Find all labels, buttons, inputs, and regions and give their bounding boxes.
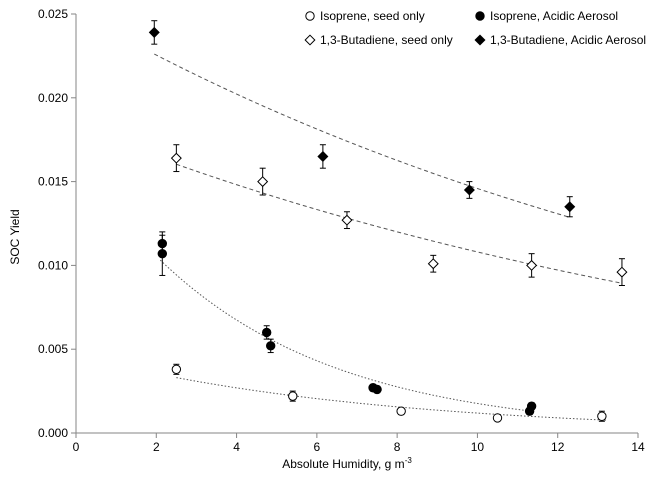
- x-tick-label: 6: [314, 440, 321, 454]
- y-tick-label: 0.010: [38, 258, 68, 272]
- legend-entry-label: Isoprene, Acidic Aerosol: [490, 9, 618, 23]
- fit-line-series-0: [176, 377, 606, 421]
- data-point: [317, 150, 329, 162]
- y-tick-label: 0.000: [38, 426, 68, 440]
- data-point: [396, 406, 406, 416]
- data-point: [427, 258, 439, 270]
- fit-line-series-1: [159, 259, 534, 412]
- data-point: [492, 413, 503, 423]
- y-axis-title: SOC Yield: [8, 209, 22, 264]
- fit-line-series-3: [154, 53, 570, 218]
- y-tick-label: 0.015: [38, 175, 68, 189]
- data-point: [261, 327, 272, 338]
- x-tick-label: 10: [471, 440, 485, 454]
- y-tick-label: 0.025: [38, 7, 68, 21]
- x-tick-label: 12: [551, 440, 565, 454]
- data-point: [526, 259, 538, 271]
- y-tick-label: 0.020: [38, 91, 68, 105]
- legend-marker: [475, 11, 485, 21]
- data-point: [257, 176, 269, 188]
- axes: 0 2 4 6 8 10 12 14 0.000 0.005 0.010 0.015 0.020 0.02…: [38, 7, 645, 454]
- data-point: [265, 341, 276, 351]
- data-point: [616, 266, 628, 278]
- data-point: [564, 201, 576, 213]
- data-point: [463, 184, 475, 196]
- fit-line-series-2: [176, 163, 623, 284]
- data-point: [372, 384, 382, 395]
- data-point: [597, 411, 607, 421]
- legend-entry-label: 1,3-Butadiene, seed only: [320, 33, 453, 47]
- x-tick-label: 2: [153, 440, 160, 454]
- legend: Isoprene, seed only Isoprene, Acidic Aero…: [304, 9, 646, 47]
- data-point: [341, 214, 353, 226]
- data-point: [171, 364, 182, 375]
- data-point: [170, 152, 182, 164]
- y-tick-label: 0.005: [38, 342, 68, 356]
- x-axis-title-superscript: -3: [405, 456, 413, 465]
- x-tick-label: 14: [631, 440, 645, 454]
- legend-marker: [304, 34, 316, 46]
- data-point: [526, 401, 537, 411]
- legend-entry-label: 1,3-Butadiene, Acidic Aerosol: [490, 33, 646, 47]
- legend-marker: [474, 34, 486, 46]
- x-tick-label: 8: [394, 440, 401, 454]
- legend-entry-label: Isoprene, seed only: [320, 9, 425, 23]
- data-points: [148, 20, 628, 423]
- data-point: [288, 391, 298, 401]
- data-point: [148, 26, 160, 38]
- data-point: [157, 248, 168, 259]
- x-axis-title-text: Absolute Humidity, g m: [282, 457, 405, 471]
- x-axis-title: Absolute Humidity, g m-3: [282, 456, 412, 471]
- x-tick-label: 4: [233, 440, 240, 454]
- legend-marker: [305, 11, 315, 21]
- x-tick-label: 0: [73, 440, 80, 454]
- fit-lines: [154, 53, 623, 421]
